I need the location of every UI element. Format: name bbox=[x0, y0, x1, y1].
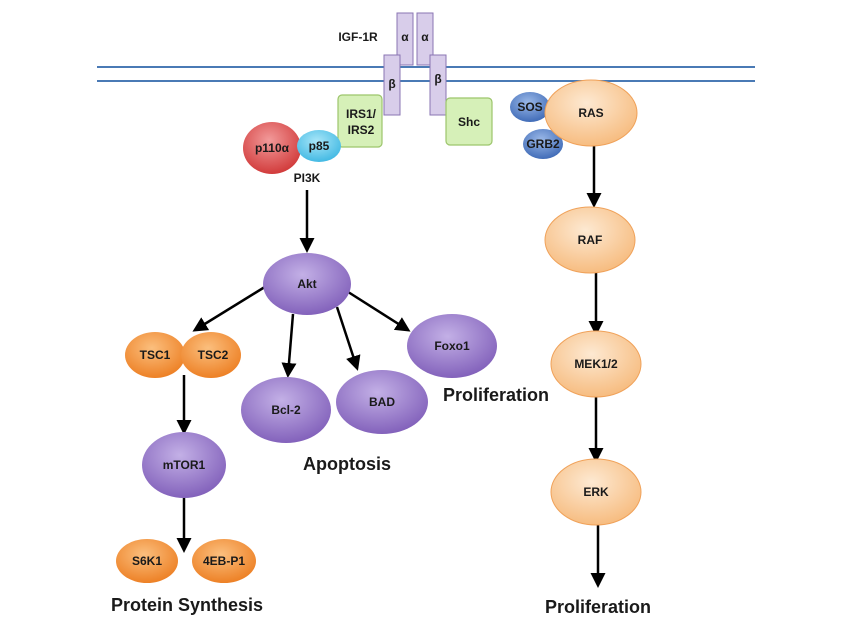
grb2-node bbox=[523, 129, 563, 159]
mek-label: MEK1/2 bbox=[574, 357, 618, 371]
sos-node bbox=[510, 92, 550, 122]
beta-subunit-right bbox=[429, 54, 447, 116]
alpha-subunit-right bbox=[416, 12, 434, 66]
raf-node bbox=[544, 206, 636, 274]
bcl2-node bbox=[241, 377, 331, 443]
arrow-akt-tsc bbox=[192, 283, 269, 332]
p110-label: p110α bbox=[255, 141, 290, 155]
alpha-subunit-left bbox=[396, 12, 414, 66]
p85-label: p85 bbox=[309, 139, 330, 153]
alpha-label-right: α bbox=[421, 30, 429, 44]
arrow-akt-foxo bbox=[344, 288, 411, 332]
arrow-akt-bcl2 bbox=[281, 313, 297, 378]
grb2-label: GRB2 bbox=[526, 137, 560, 151]
foxo1-node bbox=[407, 314, 497, 378]
mtor-node bbox=[142, 432, 226, 498]
s6k1-label: S6K1 bbox=[132, 554, 162, 568]
mtor-label: mTOR1 bbox=[163, 458, 206, 472]
tsc1-node bbox=[125, 332, 185, 378]
proliferation-ras-label: Proliferation bbox=[545, 597, 651, 617]
s6k1-node bbox=[116, 539, 178, 583]
ras-label: RAS bbox=[578, 106, 603, 120]
proliferation-akt-label: Proliferation bbox=[443, 385, 549, 405]
4ebp1-label: 4EB-P1 bbox=[203, 554, 245, 568]
4ebp1-node bbox=[192, 539, 256, 583]
mek-node bbox=[550, 330, 642, 398]
pi3k-label: PI3K bbox=[294, 171, 321, 185]
bad-label: BAD bbox=[369, 395, 395, 409]
bad-node bbox=[336, 370, 428, 434]
bcl2-label: Bcl-2 bbox=[271, 403, 301, 417]
beta-subunit-left bbox=[383, 54, 401, 116]
irs-box bbox=[337, 94, 383, 148]
irs-label-line1: IRS1/ bbox=[346, 107, 377, 121]
ras-node bbox=[544, 79, 638, 147]
apoptosis-label: Apoptosis bbox=[303, 454, 391, 474]
irs-label-line2: IRS2 bbox=[348, 123, 375, 137]
beta-label-right: β bbox=[434, 72, 441, 86]
raf-label: RAF bbox=[578, 233, 603, 247]
p110-node bbox=[243, 122, 301, 174]
erk-label: ERK bbox=[583, 485, 609, 499]
sos-label: SOS bbox=[517, 100, 542, 114]
tsc2-node bbox=[181, 332, 241, 378]
alpha-label-left: α bbox=[401, 30, 409, 44]
protein-synthesis-label: Protein Synthesis bbox=[111, 595, 263, 615]
igf1r-receptor: IGF-1R α α β β bbox=[338, 12, 447, 116]
erk-node bbox=[550, 458, 642, 526]
foxo1-label: Foxo1 bbox=[434, 339, 470, 353]
receptor-name: IGF-1R bbox=[338, 30, 378, 44]
tsc2-label: TSC2 bbox=[198, 348, 229, 362]
p85-node bbox=[297, 130, 341, 162]
shc-box bbox=[445, 97, 493, 146]
beta-label-left: β bbox=[388, 77, 395, 91]
shc-label: Shc bbox=[458, 115, 480, 129]
akt-node bbox=[263, 253, 351, 315]
tsc1-label: TSC1 bbox=[140, 348, 171, 362]
akt-label: Akt bbox=[297, 277, 316, 291]
arrow-akt-bad bbox=[335, 306, 361, 371]
